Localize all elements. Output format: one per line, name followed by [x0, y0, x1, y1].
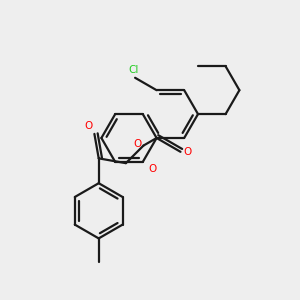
Text: O: O	[134, 139, 142, 149]
Text: O: O	[148, 164, 157, 174]
Text: O: O	[84, 121, 92, 131]
Text: Cl: Cl	[128, 65, 139, 75]
Text: O: O	[184, 147, 192, 157]
